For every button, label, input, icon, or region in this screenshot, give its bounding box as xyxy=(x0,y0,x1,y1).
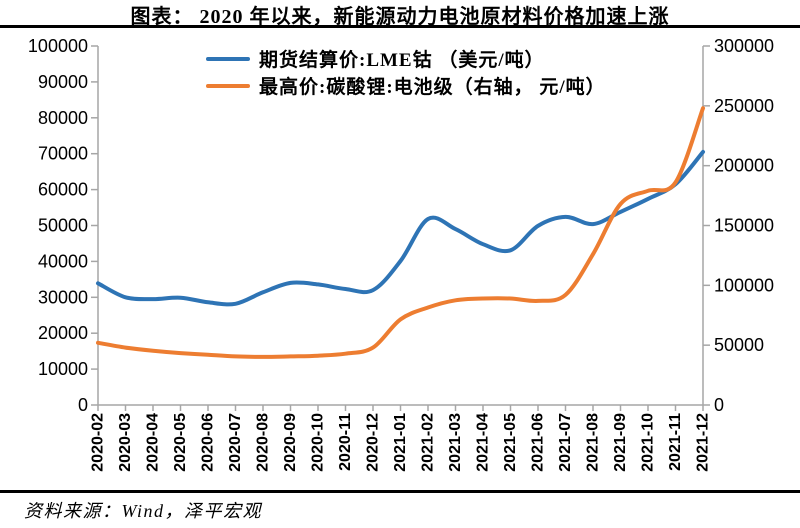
right-axis-tick-label: 50000 xyxy=(714,335,764,355)
x-axis-month-label: 2020-03 xyxy=(117,413,134,472)
x-axis-month-label: 2020-07 xyxy=(227,413,244,472)
right-axis-tick-label: 200000 xyxy=(714,156,774,176)
series-line-lithium-carbonate xyxy=(96,106,705,359)
left-axis-tick-label: 70000 xyxy=(38,144,88,164)
x-axis-month-label: 2020-02 xyxy=(90,413,107,472)
x-axis-month-label: 2020-11 xyxy=(337,413,354,471)
legend-line-orange-swatch xyxy=(206,83,250,88)
right-axis-tick-label: 0 xyxy=(714,395,724,415)
x-axis-month-label: 2021-11 xyxy=(667,413,684,471)
legend-item-lithium-carbonate: 最高价:碳酸锂:电池级（右轴， 元/吨） xyxy=(206,72,606,99)
x-axis-month-label: 2020-06 xyxy=(200,413,217,472)
legend-label-lme-cobalt: 期货结算价:LME钴 （美元/吨） xyxy=(259,50,545,71)
left-axis-tick-label: 90000 xyxy=(38,72,88,92)
series-line-lme-cobalt xyxy=(96,149,705,307)
top-divider xyxy=(0,25,800,28)
right-axis-tick-label: 250000 xyxy=(714,96,774,116)
x-axis-month-label: 2020-09 xyxy=(282,413,299,472)
x-axis-month-label: 2021-01 xyxy=(392,413,409,472)
x-axis-month-label: 2020-10 xyxy=(310,413,327,472)
x-axis-month-label: 2021-10 xyxy=(640,413,657,472)
bottom-divider xyxy=(0,490,800,493)
x-axis-month-label: 2021-08 xyxy=(585,413,602,472)
right-axis-tick-label: 300000 xyxy=(714,36,774,56)
x-axis-month-label: 2021-12 xyxy=(695,413,712,472)
legend-line-blue-swatch xyxy=(206,56,250,61)
left-axis-tick-label: 30000 xyxy=(38,287,88,307)
left-axis-tick-label: 50000 xyxy=(38,216,88,236)
x-axis-month-label: 2021-07 xyxy=(557,413,574,472)
right-axis-tick-label: 100000 xyxy=(714,275,774,295)
left-axis-tick-label: 40000 xyxy=(38,251,88,271)
x-axis-month-label: 2021-09 xyxy=(612,413,629,472)
source-note: 资料来源：Wind，泽平宏观 xyxy=(24,501,263,521)
left-axis-tick-label: 20000 xyxy=(38,323,88,343)
x-axis-month-label: 2020-04 xyxy=(145,413,162,472)
chart-title: 图表： 2020 年以来，新能源动力电池原材料价格加速上涨 xyxy=(130,6,670,28)
x-axis-month-label: 2020-12 xyxy=(365,413,382,472)
legend-item-lme-cobalt: 期货结算价:LME钴 （美元/吨） xyxy=(206,45,606,72)
x-axis-month-label: 2021-02 xyxy=(420,413,437,472)
x-axis-month-label: 2021-03 xyxy=(447,413,464,472)
legend: 期货结算价:LME钴 （美元/吨） 最高价:碳酸锂:电池级（右轴， 元/吨） xyxy=(206,45,606,99)
left-axis-tick-label: 60000 xyxy=(38,180,88,200)
x-axis-month-label: 2020-08 xyxy=(255,413,272,472)
legend-label-lithium-carbonate: 最高价:碳酸锂:电池级（右轴， 元/吨） xyxy=(259,77,606,98)
x-axis-month-label: 2021-04 xyxy=(475,413,492,472)
right-axis-tick-label: 150000 xyxy=(714,216,774,236)
left-axis-tick-label: 80000 xyxy=(38,108,88,128)
x-axis-month-label: 2021-06 xyxy=(530,413,547,472)
left-axis-tick-label: 100000 xyxy=(28,36,88,56)
left-axis-tick-label: 0 xyxy=(78,395,88,415)
x-axis-month-label: 2021-05 xyxy=(502,413,519,472)
x-axis-month-label: 2020-05 xyxy=(172,413,189,472)
left-axis-tick-label: 10000 xyxy=(38,359,88,379)
